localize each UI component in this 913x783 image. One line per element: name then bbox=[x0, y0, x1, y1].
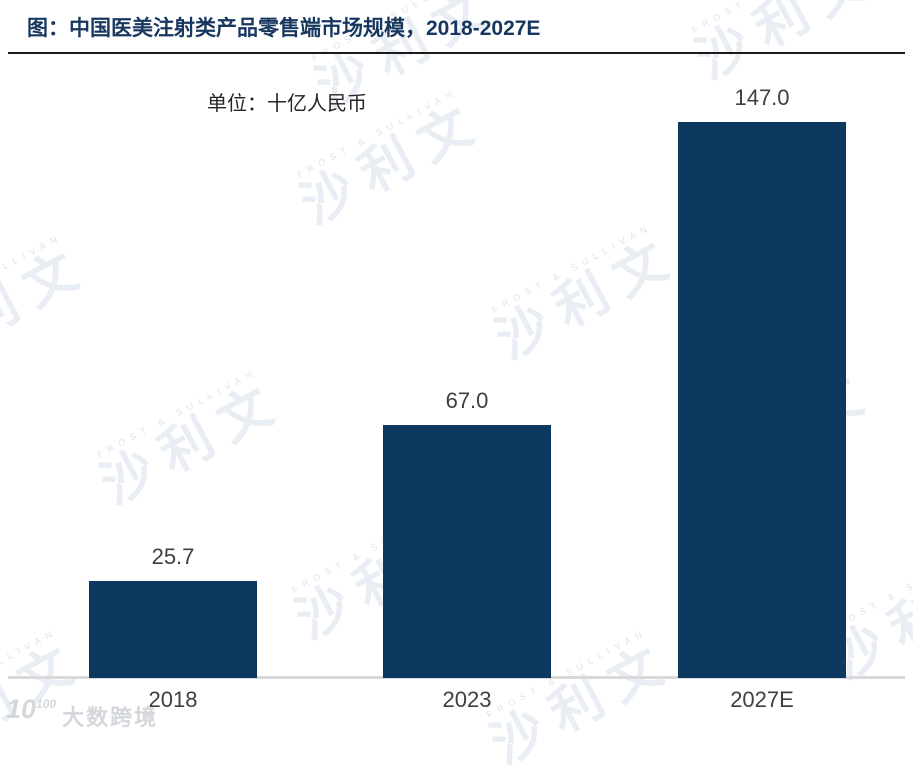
x-axis-label-2018: 2018 bbox=[148, 687, 198, 712]
bar-2023 bbox=[383, 425, 551, 678]
watermark-en-text: FROST & SULLIVAN bbox=[490, 221, 654, 315]
watermark-cn-text: 沙利文 bbox=[687, 0, 890, 91]
watermark-cn-text: 沙利文 bbox=[92, 371, 295, 516]
bar-2018 bbox=[89, 581, 257, 678]
frost-sullivan-watermark: FROST & SULLIVAN 沙利文 bbox=[73, 355, 307, 520]
watermark-en-text: FROST & SULLIVAN bbox=[95, 366, 259, 460]
x-axis-label-2027e: 2027E bbox=[730, 687, 794, 712]
watermark-en-text: FROST & SULLIVAN bbox=[0, 231, 64, 325]
logo-mark-base: 10 bbox=[6, 694, 37, 724]
bar-2027e bbox=[678, 122, 846, 678]
title-underline bbox=[8, 52, 905, 54]
bar-group-2027e: 147.0 bbox=[678, 85, 846, 678]
x-axis-label-2023: 2023 bbox=[442, 687, 492, 712]
frost-sullivan-watermark: FROST & SULLIVAN 沙利文 bbox=[0, 220, 112, 385]
dashukuajing-logo-text: 大数跨境 bbox=[62, 705, 159, 730]
bar-value-label: 147.0 bbox=[734, 84, 790, 110]
watermark-cn-text: 沙利文 bbox=[487, 226, 690, 371]
bar-group-2018: 25.7 bbox=[89, 544, 257, 678]
bar-value-label: 67.0 bbox=[445, 387, 489, 413]
logo-mark-exponent: 100 bbox=[36, 697, 57, 711]
bar-group-2023: 67.0 bbox=[383, 388, 551, 678]
frost-sullivan-watermark: FROST & SULLIVAN 沙利文 bbox=[668, 0, 902, 95]
watermark-cn-text: 沙利文 bbox=[0, 236, 100, 381]
googol-10-100-icon: 10100 bbox=[6, 696, 56, 723]
dashukuajing-logo: 10100 大数跨境 bbox=[6, 696, 158, 732]
chart-title: 图：中国医美注射类产品零售端市场规模，2018-2027E bbox=[27, 17, 541, 40]
unit-label: 单位：十亿人民币 bbox=[207, 93, 367, 115]
bar-value-label: 25.7 bbox=[151, 543, 195, 569]
frost-sullivan-watermark: FROST & SULLIVAN 沙利文 bbox=[468, 210, 702, 375]
watermark-en-text: FROST & SULLIVAN bbox=[668, 0, 876, 47]
